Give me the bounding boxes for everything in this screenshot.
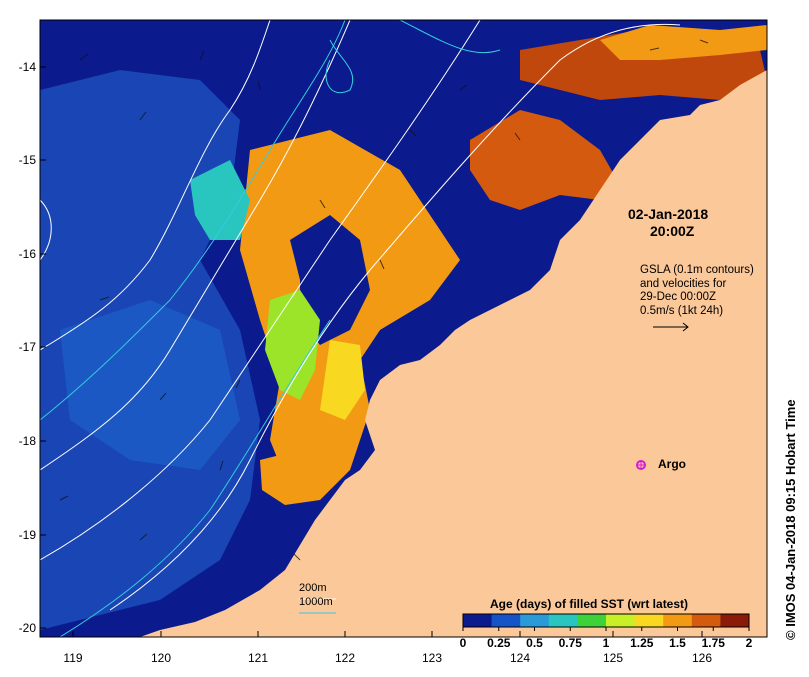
- colorbar-segment: [548, 614, 578, 627]
- colorbar-segment: [577, 614, 607, 627]
- timestamp-annotation: 02-Jan-2018 20:00Z: [628, 206, 708, 240]
- sst-age-patch-red: [470, 110, 620, 210]
- gsla-note-line: 29-Dec 00:00Z: [640, 291, 717, 303]
- velocity-arrows: [59, 39, 709, 561]
- colorbar-tick-label: 0: [459, 636, 467, 650]
- sst-age-patch-orange-ne: [600, 25, 767, 60]
- colorbar-tick-label: 1.5: [669, 636, 686, 650]
- colorbar-tick-label: 0.5: [526, 636, 543, 650]
- coastline-inlet: [565, 285, 610, 300]
- lon-tick-label: 119: [63, 651, 83, 665]
- colorbar-segment: [634, 614, 664, 627]
- sst-age-patch-yellow: [320, 340, 365, 420]
- lat-tick-label: -15: [18, 153, 36, 167]
- gsla-note-line: GSLA (0.1m contours): [640, 264, 754, 276]
- lon-tick-label: 122: [334, 651, 356, 665]
- sst-age-patch-cyan: [190, 160, 250, 240]
- bathymetry-1000m-contours: [40, 20, 501, 637]
- lon-tick-label: 125: [602, 651, 624, 665]
- colorbar-tick-label: 0.75: [558, 636, 582, 650]
- timestamp-date: 02-Jan-2018: [628, 206, 709, 222]
- colorbar-segment: [491, 614, 521, 627]
- gsla-note-line: and velocities for: [640, 277, 727, 290]
- lat-tick-label: -20: [18, 621, 36, 635]
- colorbar-segment: [720, 614, 750, 627]
- side-credit: © IMOS 04-Jan-2018 09:15 Hobart Time: [783, 399, 798, 640]
- colorbar-tick-label: 1.75: [701, 636, 725, 650]
- argo-label: Argo: [658, 457, 686, 471]
- colorbar: [462, 613, 750, 631]
- lon-tick-label: 121: [247, 651, 269, 665]
- gsla-contours: [40, 20, 681, 611]
- velocity-scale-arrow: [653, 322, 689, 332]
- lat-tick-label: -17: [18, 340, 36, 354]
- timestamp-time: 20:00Z: [650, 223, 695, 239]
- lat-tick-label: -18: [18, 434, 36, 448]
- lat-tick-label: -14: [18, 60, 36, 74]
- gsla-note: GSLA (0.1m contours) and velocities for …: [640, 264, 754, 318]
- plot-border: [39, 19, 768, 638]
- land-mass: [140, 70, 767, 637]
- lat-tick-label: -19: [18, 528, 36, 542]
- colorbar-segment: [606, 614, 636, 627]
- colorbar-segment: [691, 614, 721, 627]
- legend-200m-label: 200m: [299, 582, 327, 594]
- argo-float-marker[interactable]: [636, 460, 646, 470]
- colorbar-segment: [663, 614, 693, 627]
- legend-1000m-label: 1000m: [299, 596, 333, 608]
- colorbar-title: Age (days) of filled SST (wrt latest): [490, 597, 689, 611]
- colorbar-tick-label: 0.25: [487, 636, 511, 650]
- lon-tick-label: 120: [150, 651, 172, 665]
- lat-tick-label: -16: [18, 247, 36, 261]
- colorbar-segment: [463, 614, 493, 627]
- axis-ticks: [40, 66, 703, 637]
- ocean-shallow-region-2: [60, 300, 240, 470]
- colorbar-tick-label: 1.25: [630, 636, 654, 650]
- copyright-symbol: ©: [783, 630, 798, 640]
- lon-tick-label: 124: [509, 651, 531, 665]
- colorbar-tick-label: 1: [602, 636, 610, 650]
- colorbar-segment: [520, 614, 550, 627]
- colorbar-tick-label: 2: [745, 636, 753, 650]
- gsla-note-line: 0.5m/s (1kt 24h): [640, 304, 724, 317]
- credit-text: IMOS 04-Jan-2018 09:15 Hobart Time: [783, 399, 798, 627]
- lon-tick-label: 126: [691, 651, 713, 665]
- sst-age-patch-orange-s: [260, 450, 330, 505]
- lon-tick-label: 123: [421, 651, 443, 665]
